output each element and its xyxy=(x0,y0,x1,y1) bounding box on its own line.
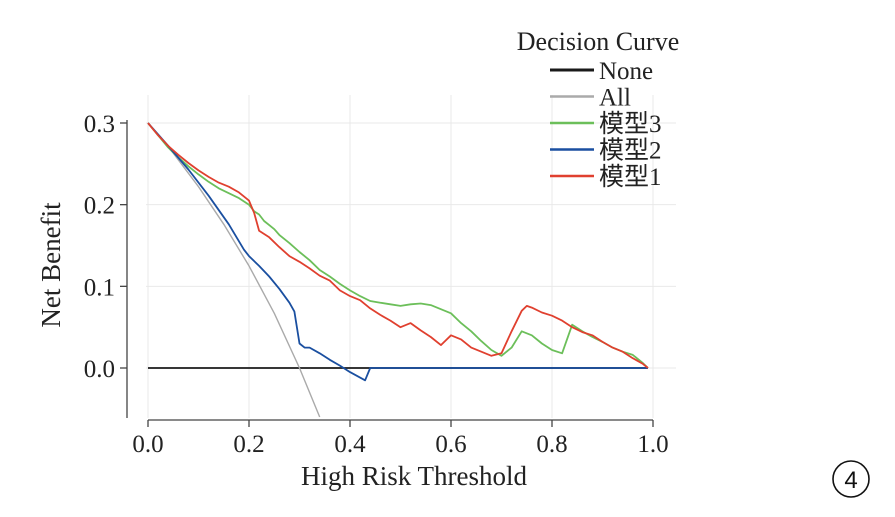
grid-lines xyxy=(146,95,676,418)
x-axis-title: High Risk Threshold xyxy=(301,461,528,491)
x-tick-label: 0.2 xyxy=(233,431,264,458)
axes xyxy=(126,120,653,421)
badge-label: 4 xyxy=(844,467,857,494)
figure-badge: 4 xyxy=(832,460,870,498)
y-tick-label: 0.0 xyxy=(84,356,115,383)
x-tick-label: 0.4 xyxy=(334,431,366,458)
series-line-3 xyxy=(147,122,648,382)
x-tick-label: 0.0 xyxy=(132,431,163,458)
x-tick-label: 1.0 xyxy=(637,431,668,458)
series-line-4 xyxy=(147,122,649,369)
legend-label: 模型3 xyxy=(599,110,662,138)
legend-label: All xyxy=(599,85,631,112)
series-line-1 xyxy=(147,122,321,418)
legend-label: 模型2 xyxy=(599,137,662,165)
y-axis-title: Net Benefit xyxy=(36,202,66,328)
y-tick-label: 0.2 xyxy=(84,193,115,220)
series-line-2 xyxy=(147,122,649,369)
legend-label: None xyxy=(599,58,653,85)
legend-label: 模型1 xyxy=(599,163,662,191)
badge-circle xyxy=(832,460,870,498)
legend-title: Decision Curve xyxy=(517,27,679,56)
x-tick-label: 0.6 xyxy=(435,431,466,458)
tick-marks: 0.0 0.2 0.4 0.6 0.8 1.0 0.0 0.1 0.2 0.3 xyxy=(84,111,669,458)
y-tick-label: 0.1 xyxy=(84,274,115,301)
series-lines xyxy=(147,122,649,418)
y-tick-label: 0.3 xyxy=(84,111,115,138)
x-tick-label: 0.8 xyxy=(536,431,567,458)
